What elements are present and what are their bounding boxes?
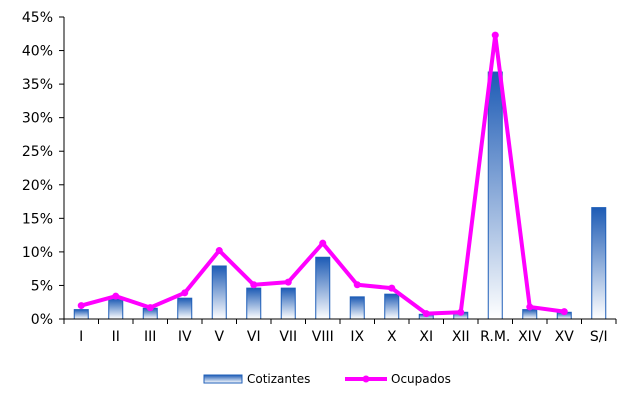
bar-cotizantes [522,309,538,320]
x-tick-label: IV [178,329,192,345]
point-ocupados [250,281,258,289]
x-tick-label: VIII [312,329,334,345]
legend-label-cotizantes: Cotizantes [247,372,311,386]
bar-cotizantes [384,293,400,320]
x-tick-label: S/I [590,329,608,345]
y-tick-label: 10% [22,245,53,261]
y-tick-label: 15% [22,211,53,227]
point-ocupados [491,31,499,39]
point-ocupados [388,284,396,292]
chart: 0%5%10%15%20%25%30%35%40%45% I II III IV V VI… [22,10,617,345]
bar-cotizantes [177,297,193,320]
legend-label-ocupados: Ocupados [391,372,451,386]
x-tick-label: VII [279,329,297,345]
bar-cotizantes [280,287,296,320]
bar-cotizantes [211,265,227,320]
point-ocupados [146,304,154,312]
legend-line-swatch [345,375,387,383]
bar-cotizantes [73,309,89,320]
legend-item-ocupados: Ocupados [344,372,451,386]
point-ocupados [284,278,292,286]
x-tick-label: XV [555,329,575,345]
x-axis: I II III IV V VI VII VIII IX X XI XII R.M. XIV XV S/I [63,318,617,345]
x-tick-label: I [79,329,83,345]
x-tick-label: IX [350,329,364,345]
bar-cotizantes [315,256,331,320]
bar-cotizantes [349,296,365,320]
y-tick-label: 35% [22,77,53,93]
point-ocupados [526,303,534,311]
point-ocupados [77,302,85,310]
bar-cotizantes [591,207,607,320]
legend-item-cotizantes: Cotizantes [203,372,310,386]
x-tick-label: XIV [518,329,542,345]
x-tick-label: V [214,329,224,345]
bar-cotizantes [108,298,124,320]
x-tick-label: X [387,329,397,345]
point-ocupados [353,281,361,289]
y-axis: 0% 5% 10% 15% 20% 25% 30% 35% 40% 45% [22,10,65,328]
point-ocupados [457,308,465,316]
y-tick-label: 40% [22,44,53,60]
point-ocupados [319,239,327,247]
bar-cotizantes [487,71,503,320]
y-tick-label: 5% [31,278,53,294]
point-ocupados [215,247,223,255]
y-tick-label: 0% [31,312,53,328]
legend: Cotizantes Ocupados [0,372,619,394]
ocupados-line [77,31,568,318]
x-tick-label: III [144,329,156,345]
x-tick-label: VI [247,329,261,345]
y-tick-label: 45% [22,10,53,26]
x-tick-label: XII [452,329,470,345]
x-tick-label: II [112,329,120,345]
y-tick-label: 20% [22,178,53,194]
cotizantes-bars [73,71,607,320]
point-ocupados [112,292,120,300]
y-tick-label: 25% [22,144,53,160]
x-tick-label: XI [419,329,433,345]
point-ocupados [181,289,189,297]
x-tick-label: R.M. [480,329,510,345]
legend-bar-swatch [203,374,243,384]
bar-cotizantes [246,287,262,320]
point-ocupados [560,308,568,316]
point-ocupados [422,310,430,318]
y-tick-label: 30% [22,111,53,127]
